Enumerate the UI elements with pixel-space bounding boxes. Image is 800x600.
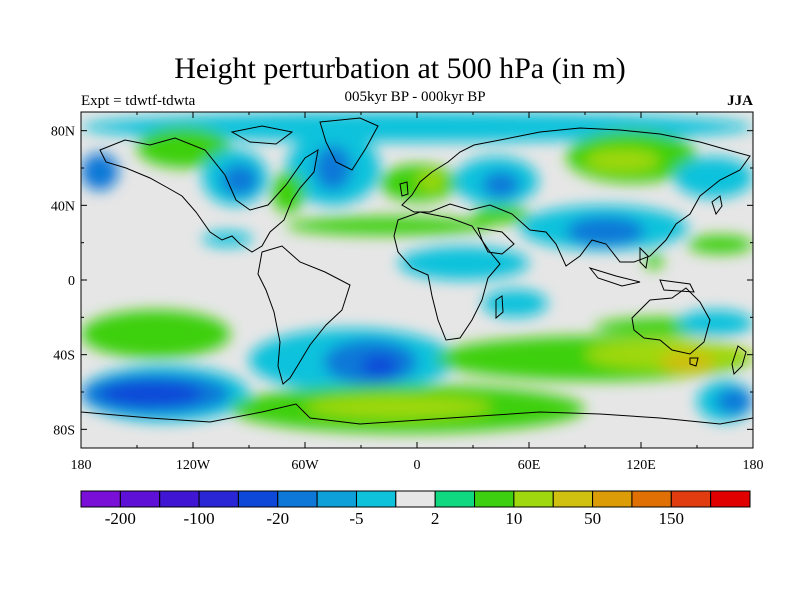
time-range-label: 005kyr BP - 000kyr BP bbox=[344, 89, 486, 105]
colorbar-swatch bbox=[119, 490, 161, 508]
field-region-26 bbox=[678, 309, 753, 336]
lon-tick-label: 180 bbox=[71, 458, 92, 473]
contour-field bbox=[81, 112, 753, 434]
field-region-39 bbox=[715, 388, 753, 415]
colorbar-swatch bbox=[710, 490, 751, 508]
field-region-18 bbox=[566, 216, 645, 247]
field-region-13 bbox=[585, 149, 660, 172]
colorbar-swatch bbox=[198, 490, 239, 508]
colorbar-label: -200 bbox=[105, 509, 136, 528]
colorbar-swatch bbox=[316, 490, 357, 508]
colorbar: -200 -100 -20 -5 2 10 50 150 bbox=[80, 490, 751, 528]
colorbar-swatch bbox=[592, 490, 633, 508]
field-region-4 bbox=[221, 164, 259, 196]
field-region-0 bbox=[81, 112, 753, 142]
colorbar-swatch bbox=[434, 490, 476, 508]
field-region-21 bbox=[644, 253, 664, 269]
lon-tick-label: 120E bbox=[626, 458, 656, 473]
season-label: JJA bbox=[727, 93, 753, 109]
coastlines bbox=[81, 117, 753, 425]
lon-tick-label: 0 bbox=[414, 458, 421, 473]
colorbar-label: 150 bbox=[659, 509, 685, 528]
field-region-16 bbox=[473, 205, 529, 225]
field-region-2 bbox=[81, 153, 119, 191]
field-region-29 bbox=[361, 354, 399, 378]
latitude-axis: 80N 40N 0 40S 80S bbox=[51, 125, 753, 438]
lon-tick-label: 60W bbox=[291, 458, 319, 473]
colorbar-swatch bbox=[277, 490, 318, 508]
lat-tick-label: 80S bbox=[53, 423, 75, 438]
field-region-35 bbox=[659, 350, 716, 374]
longitude-axis: 180 120W 60W 0 60E 120E 180 bbox=[71, 112, 764, 473]
field-region-37 bbox=[305, 395, 492, 419]
colorbar-swatch bbox=[80, 490, 121, 508]
experiment-label: Expt = tdwtf-tdwta bbox=[81, 93, 196, 109]
field-region-14 bbox=[674, 156, 753, 198]
lat-tick-label: 40N bbox=[51, 199, 75, 214]
colorbar-swatch bbox=[670, 490, 712, 508]
field-region-20 bbox=[202, 231, 253, 247]
field-region-32 bbox=[99, 380, 203, 407]
lon-tick-label: 180 bbox=[743, 458, 764, 473]
colorbar-swatch bbox=[631, 490, 672, 508]
field-region-6 bbox=[314, 145, 352, 191]
lon-tick-label: 60E bbox=[518, 458, 541, 473]
colorbar-swatch bbox=[552, 490, 594, 508]
field-region-7 bbox=[271, 171, 306, 213]
field-region-15 bbox=[286, 216, 492, 236]
colorbar-label: 10 bbox=[505, 509, 522, 528]
colorbar-swatch bbox=[395, 490, 436, 508]
colorbar-swatch bbox=[237, 490, 279, 508]
colorbar-swatch bbox=[474, 490, 515, 508]
lon-tick-label: 120W bbox=[176, 458, 211, 473]
lat-tick-label: 80N bbox=[51, 125, 75, 140]
colorbar-label: 2 bbox=[431, 509, 440, 528]
lat-tick-label: 0 bbox=[68, 274, 75, 289]
field-region-23 bbox=[482, 289, 548, 318]
field-region-9 bbox=[417, 171, 445, 191]
colorbar-label: 50 bbox=[584, 509, 601, 528]
colorbar-label: -100 bbox=[183, 509, 214, 528]
colorbar-label: -5 bbox=[349, 509, 363, 528]
colorbar-swatch bbox=[355, 490, 397, 508]
colorbar-label: -20 bbox=[266, 509, 289, 528]
field-region-19 bbox=[398, 246, 529, 280]
field-region-1 bbox=[137, 126, 231, 168]
map-title: Height perturbation at 500 hPa (in m) bbox=[174, 52, 626, 85]
lat-tick-label: 40S bbox=[53, 349, 75, 364]
field-region-24 bbox=[81, 309, 231, 359]
field-region-11 bbox=[482, 171, 520, 198]
colorbar-swatch bbox=[159, 490, 200, 508]
colorbar-swatch bbox=[513, 490, 554, 508]
field-region-22 bbox=[687, 235, 753, 254]
map-area bbox=[81, 112, 753, 448]
